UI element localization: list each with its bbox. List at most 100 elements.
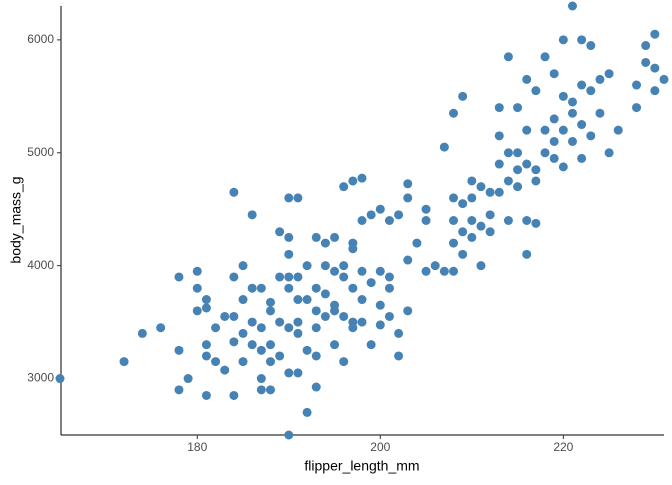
point — [641, 57, 651, 67]
point — [302, 407, 312, 417]
point — [558, 35, 568, 45]
point — [302, 345, 312, 355]
point — [229, 311, 239, 321]
point — [403, 179, 413, 189]
point — [119, 357, 129, 367]
point — [229, 187, 239, 197]
point — [641, 41, 651, 51]
point — [458, 199, 468, 209]
point — [485, 227, 495, 237]
point — [513, 165, 523, 175]
point — [247, 210, 257, 220]
point — [311, 351, 321, 361]
point — [201, 303, 211, 313]
point — [229, 390, 239, 400]
point — [403, 193, 413, 203]
point — [613, 125, 623, 135]
point — [192, 266, 202, 276]
point — [604, 69, 614, 79]
y-tick-label: 3000 — [27, 371, 54, 385]
point — [320, 311, 330, 321]
point — [586, 41, 596, 51]
point — [384, 311, 394, 321]
point — [156, 323, 166, 333]
point — [302, 261, 312, 271]
point — [357, 295, 367, 305]
point — [293, 193, 303, 203]
point — [494, 159, 504, 169]
point — [449, 238, 459, 248]
point — [293, 272, 303, 282]
point — [467, 193, 477, 203]
point — [531, 218, 541, 228]
point — [522, 74, 532, 84]
point — [256, 345, 266, 355]
y-tick-label: 5000 — [27, 145, 54, 159]
point — [494, 187, 504, 197]
point — [311, 232, 321, 242]
y-axis-title: body_mass_g — [8, 176, 24, 263]
point — [302, 295, 312, 305]
point — [183, 374, 193, 384]
x-tick-label: 180 — [187, 440, 207, 454]
point — [220, 311, 230, 321]
point — [238, 357, 248, 367]
x-tick-label: 200 — [370, 440, 390, 454]
point — [293, 368, 303, 378]
point — [659, 74, 669, 84]
point — [284, 368, 294, 378]
point — [137, 328, 147, 338]
point — [256, 283, 266, 293]
point — [174, 385, 184, 395]
point — [522, 249, 532, 259]
point — [476, 182, 486, 192]
point — [293, 328, 303, 338]
point — [330, 266, 340, 276]
point — [265, 385, 275, 395]
point — [265, 306, 275, 316]
point — [412, 238, 422, 248]
point — [467, 176, 477, 186]
point — [247, 283, 257, 293]
y-tick-label: 6000 — [27, 32, 54, 46]
point — [55, 374, 65, 384]
point — [229, 272, 239, 282]
point — [348, 283, 358, 293]
point — [265, 340, 275, 350]
point — [330, 232, 340, 242]
point — [403, 255, 413, 265]
point — [467, 216, 477, 225]
point — [293, 317, 303, 327]
point — [311, 306, 321, 316]
point — [375, 266, 385, 276]
point — [449, 193, 459, 203]
point — [467, 232, 477, 242]
point — [549, 136, 559, 146]
point — [375, 300, 385, 310]
point — [284, 193, 294, 203]
point — [247, 317, 257, 327]
point — [650, 63, 660, 73]
point — [192, 306, 202, 316]
point — [595, 108, 605, 118]
point — [503, 148, 513, 158]
point — [531, 176, 541, 186]
point — [275, 272, 285, 282]
point — [549, 114, 559, 124]
point — [558, 91, 568, 101]
point — [357, 173, 367, 183]
point — [238, 295, 248, 305]
point — [503, 52, 513, 62]
point — [320, 261, 330, 271]
point — [632, 80, 642, 90]
point — [558, 162, 568, 172]
point — [201, 390, 211, 400]
point — [201, 340, 211, 350]
point — [275, 351, 285, 361]
point — [567, 97, 577, 107]
point — [311, 323, 321, 333]
point — [458, 249, 468, 259]
point — [485, 187, 495, 197]
point — [567, 1, 577, 11]
point — [348, 176, 358, 186]
